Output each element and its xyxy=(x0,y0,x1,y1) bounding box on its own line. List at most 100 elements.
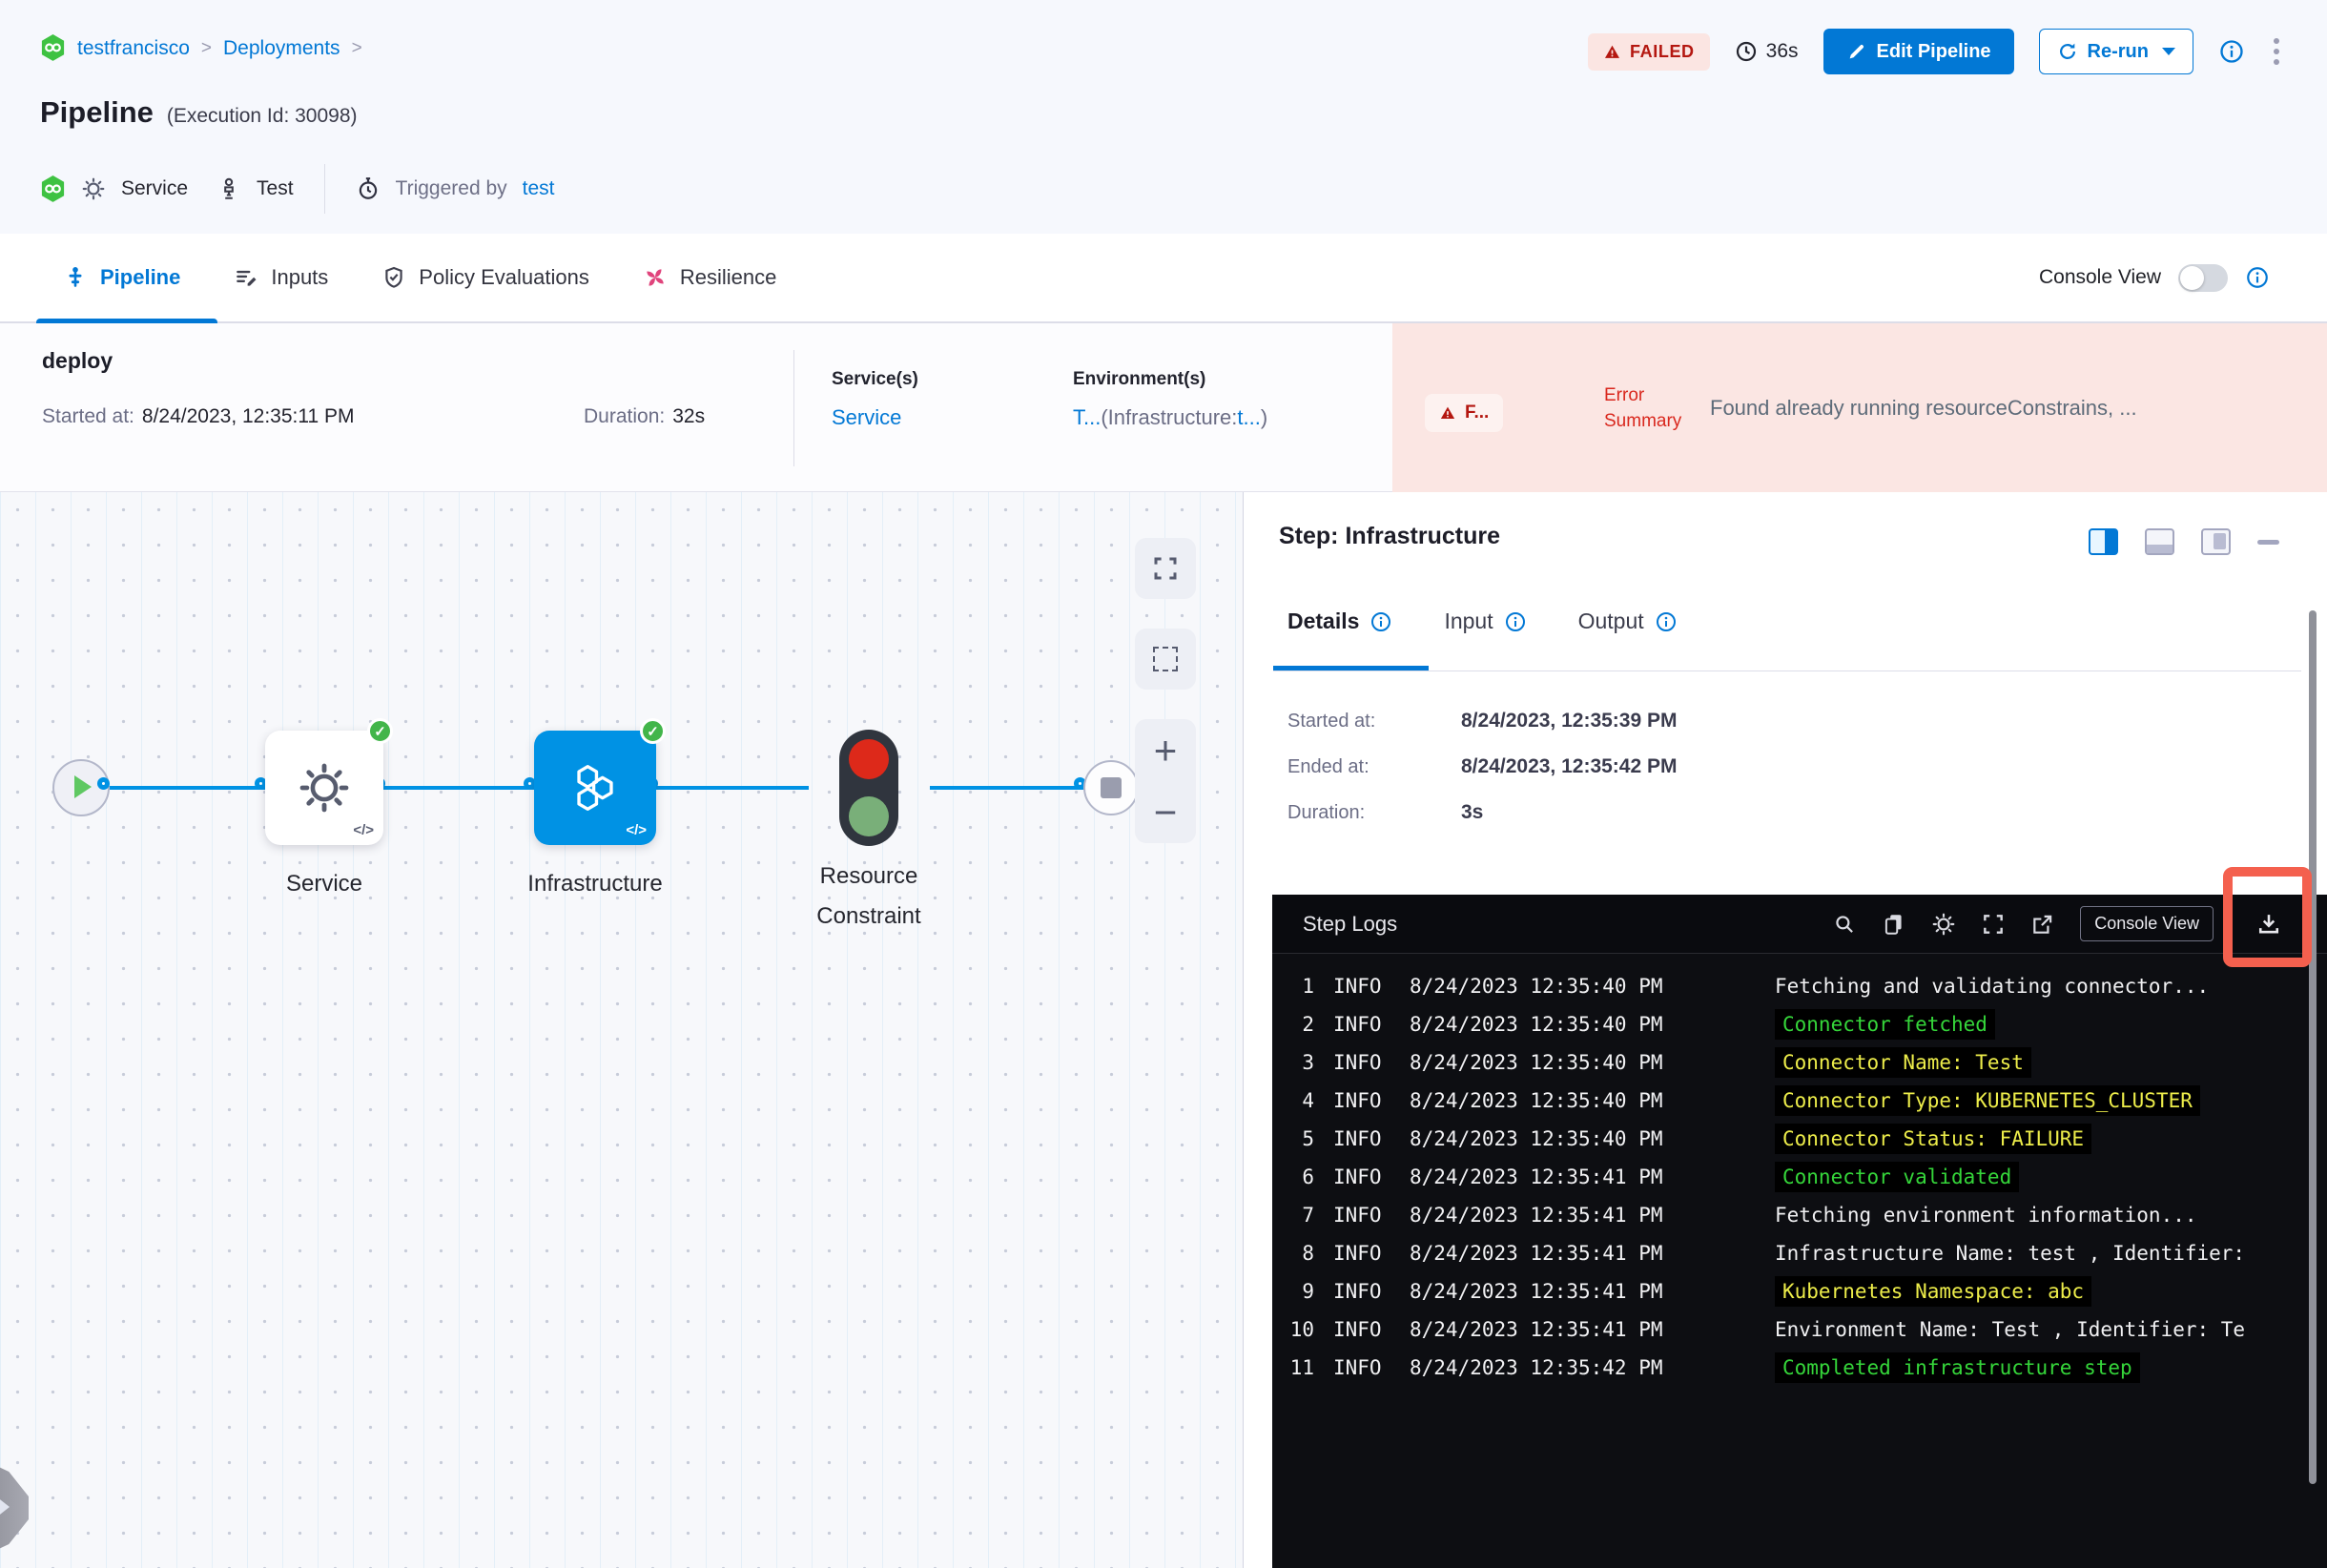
info-icon[interactable] xyxy=(2245,265,2270,290)
log-message: Connector Name: Test xyxy=(1775,1047,2031,1078)
expand-left-drawer-handle[interactable] xyxy=(0,1460,29,1556)
test-name[interactable]: Test xyxy=(257,177,294,199)
tab-input[interactable]: Input xyxy=(1444,609,1526,634)
main-area: </> ✓ </> ✓ Service Infrastructure Res xyxy=(0,492,2327,1568)
stage-name[interactable]: deploy xyxy=(42,348,113,373)
start-node[interactable] xyxy=(52,759,110,816)
log-level: INFO xyxy=(1333,1204,1382,1227)
info-icon[interactable] xyxy=(2218,38,2245,65)
log-message: Completed infrastructure step xyxy=(1775,1352,2140,1383)
elapsed-value: 36s xyxy=(1765,40,1799,62)
error-summary-label: Error Summary xyxy=(1604,385,1682,431)
layout-floating-panel-button[interactable] xyxy=(2201,528,2231,555)
environment-link[interactable]: T... xyxy=(1073,405,1102,429)
log-level: INFO xyxy=(1333,1089,1382,1112)
layout-right-panel-button[interactable] xyxy=(2089,528,2118,555)
tab-resilience[interactable]: Resilience xyxy=(643,265,776,290)
failed-mini-badge: F... xyxy=(1425,394,1504,432)
services-label: Service(s) xyxy=(832,369,918,389)
node-resource-constraint[interactable] xyxy=(839,730,898,846)
header-actions: FAILED 36s Edit Pipeline Re-run xyxy=(1588,29,2283,74)
service-name[interactable]: Service xyxy=(121,177,189,199)
info-icon[interactable] xyxy=(1655,610,1678,633)
canvas-select-button[interactable] xyxy=(1135,629,1196,690)
environment-infra-text: (Infrastructure: xyxy=(1101,405,1238,429)
infrastructure-link[interactable]: t... xyxy=(1237,405,1261,429)
canvas-zoom-controls: + − xyxy=(1135,719,1196,843)
divider xyxy=(323,164,325,214)
end-node[interactable] xyxy=(1083,760,1139,815)
info-icon[interactable] xyxy=(1369,610,1392,633)
tab-inputs[interactable]: Inputs xyxy=(234,265,328,290)
annotation-highlight-box xyxy=(2223,867,2312,967)
log-line: 7 INFO 8/24/2023 12:35:41 PM Fetching envir… xyxy=(1276,1196,2327,1234)
test-stage-icon xyxy=(216,176,241,201)
console-view-toggle[interactable] xyxy=(2178,263,2228,292)
settings-gear-icon[interactable] xyxy=(1931,912,1956,937)
graph-edge xyxy=(108,786,265,790)
chevron-right-icon xyxy=(0,1496,10,1517)
log-timestamp: 8/24/2023 12:35:40 PM xyxy=(1410,1051,1663,1074)
graph-connector-dot xyxy=(97,777,110,790)
harness-logo-icon xyxy=(40,34,66,62)
more-options-menu-icon[interactable] xyxy=(2270,34,2283,69)
hexagons-icon xyxy=(577,765,613,811)
tab-details[interactable]: Details xyxy=(1287,609,1392,634)
tab-policy-evaluations[interactable]: Policy Evaluations xyxy=(381,265,589,290)
search-icon[interactable] xyxy=(1832,912,1857,937)
log-line: 9 INFO 8/24/2023 12:35:41 PM Kubernetes Nam… xyxy=(1276,1272,2327,1310)
zoom-out-button[interactable]: − xyxy=(1153,789,1178,835)
detail-duration: Duration: 3s xyxy=(1287,801,1484,823)
layout-bottom-panel-button[interactable] xyxy=(2145,528,2174,555)
step-logs-header: Step Logs Console View xyxy=(1272,895,2327,954)
breadcrumb-deployments[interactable]: Deployments xyxy=(223,36,340,59)
service-link[interactable]: Service xyxy=(832,405,902,429)
console-view-button[interactable]: Console View xyxy=(2080,906,2214,941)
breadcrumb-separator: > xyxy=(351,37,362,58)
log-timestamp: 8/24/2023 12:35:41 PM xyxy=(1410,1318,1663,1341)
graph-connector-dot xyxy=(524,777,536,790)
fullscreen-icon[interactable] xyxy=(1981,912,2006,937)
download-icon xyxy=(2258,915,2279,934)
copy-icon[interactable] xyxy=(1882,912,1906,937)
info-icon[interactable] xyxy=(1504,610,1527,633)
breadcrumb-separator: > xyxy=(200,37,212,58)
pipeline-graph-canvas[interactable]: </> ✓ </> ✓ Service Infrastructure Res xyxy=(0,492,1243,1568)
step-panel-title: Step: Infrastructure xyxy=(1279,523,1500,549)
tab-output[interactable]: Output xyxy=(1578,609,1678,634)
pipeline-meta-row: Service Test Triggered by test xyxy=(40,164,555,214)
edit-pipeline-button[interactable]: Edit Pipeline xyxy=(1822,29,2014,74)
open-in-new-icon[interactable] xyxy=(2030,912,2055,937)
triggered-by-user[interactable]: test xyxy=(522,177,555,199)
tab-pipeline[interactable]: Pipeline xyxy=(63,265,180,290)
download-logs-button[interactable] xyxy=(2255,911,2282,942)
minimize-panel-button[interactable] xyxy=(2257,539,2279,545)
log-level: INFO xyxy=(1333,1166,1382,1188)
log-line: 11 INFO 8/24/2023 12:35:42 PM Completed inf… xyxy=(1276,1349,2327,1387)
harness-logo-icon xyxy=(40,175,66,203)
console-view-label: Console View xyxy=(2038,266,2161,288)
panel-scrollbar[interactable] xyxy=(2309,610,2317,1484)
log-line-number: 4 xyxy=(1302,1089,1314,1112)
log-level: INFO xyxy=(1333,1127,1382,1150)
zoom-in-button[interactable]: + xyxy=(1153,727,1178,773)
canvas-fullscreen-button[interactable] xyxy=(1135,538,1196,599)
node-infrastructure[interactable]: </> xyxy=(534,731,656,845)
stage-started: Started at: 8/24/2023, 12:35:11 PM xyxy=(42,405,355,427)
log-timestamp: 8/24/2023 12:35:40 PM xyxy=(1410,1013,1663,1036)
divider xyxy=(793,350,794,466)
log-level: INFO xyxy=(1333,1242,1382,1265)
log-line-number: 6 xyxy=(1302,1166,1314,1188)
node-service[interactable]: </> xyxy=(265,731,383,845)
breadcrumb-project[interactable]: testfrancisco xyxy=(77,36,190,59)
log-timestamp: 8/24/2023 12:35:41 PM xyxy=(1410,1204,1663,1227)
active-tab-underline xyxy=(36,319,217,323)
step-panel-tabs: Details Input Output xyxy=(1287,609,1678,634)
error-summary-panel: F... Error Summary Found already running… xyxy=(1392,323,2327,492)
rerun-button[interactable]: Re-run xyxy=(2038,29,2193,74)
log-message: Connector Type: KUBERNETES_CLUSTER xyxy=(1775,1085,2200,1116)
stage-duration: Duration: 32s xyxy=(584,405,706,427)
play-icon xyxy=(74,775,92,798)
node-label-resource-constraint: Resource Constraint xyxy=(816,863,921,929)
title-row: Pipeline (Execution Id: 30098) xyxy=(40,95,358,130)
